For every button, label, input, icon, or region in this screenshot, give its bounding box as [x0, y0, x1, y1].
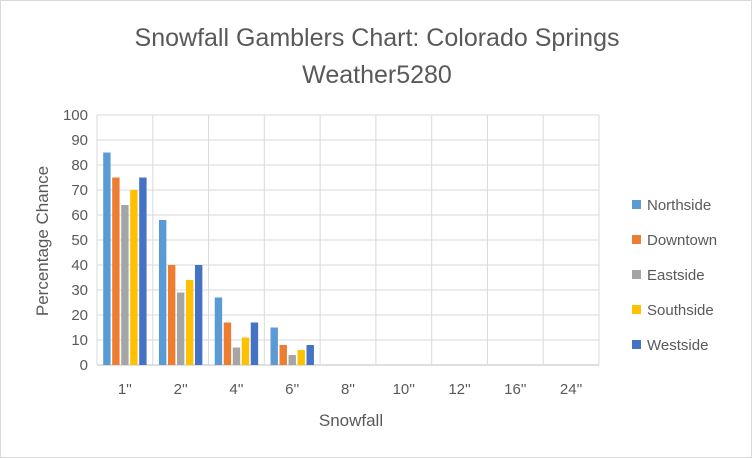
bar-northside: [103, 152, 111, 365]
bar-northside: [214, 297, 223, 365]
y-tick-label: 70: [71, 182, 88, 199]
x-tick-label: 8'': [341, 381, 355, 398]
bar-eastside: [288, 355, 296, 365]
y-tick-label: 90: [71, 132, 88, 149]
legend-swatch-westside: [632, 340, 641, 349]
legend-swatch-southside: [632, 305, 641, 314]
x-axis-ticks: 1'' 2'' 4'' 6'' 8'' 10'' 12'' 16'' 24'': [118, 381, 583, 398]
bar-eastside: [176, 292, 185, 365]
y-tick-label: 50: [71, 232, 88, 249]
legend: Northside Downtown Eastside Southside Westsi…: [632, 197, 717, 354]
bar-southside: [130, 190, 138, 365]
gridlines: [96, 114, 600, 366]
x-tick-label: 10'': [393, 381, 416, 398]
legend-label-downtown: Downtown: [647, 232, 717, 249]
bar-northside: [270, 327, 278, 365]
legend-swatch-eastside: [632, 270, 641, 279]
x-tick-label: 12'': [448, 381, 471, 398]
bar-westside: [194, 265, 203, 365]
chart-title: Snowfall Gamblers Chart: Colorado Spring…: [135, 24, 620, 52]
bar-westside: [139, 177, 147, 365]
x-tick-label: 4'': [229, 381, 243, 398]
y-tick-label: 0: [80, 357, 88, 374]
x-tick-label: 2'': [174, 381, 188, 398]
legend-swatch-northside: [632, 200, 641, 209]
x-tick-label: 16'': [504, 381, 527, 398]
x-tick-label: 24'': [560, 381, 583, 398]
y-tick-label: 100: [63, 107, 88, 124]
x-tick-label: 6'': [285, 381, 299, 398]
bar-northside: [158, 220, 167, 365]
bar-southside: [185, 280, 194, 365]
bar-downtown: [223, 322, 232, 365]
y-tick-label: 20: [71, 307, 88, 324]
bar-eastside: [121, 205, 129, 365]
legend-label-eastside: Eastside: [647, 267, 705, 284]
y-tick-label: 30: [71, 282, 88, 299]
bar-downtown: [279, 345, 287, 365]
bar-westside: [250, 322, 259, 365]
bar-downtown: [167, 265, 176, 365]
bar-downtown: [112, 177, 120, 365]
x-tick-label: 1'': [118, 381, 132, 398]
legend-label-southside: Southside: [647, 302, 714, 319]
y-axis-ticks: 0 10 20 30 40 50 60 70 80 90 100: [63, 107, 88, 374]
x-axis-title: Snowfall: [319, 411, 383, 430]
bar-westside: [306, 345, 314, 365]
bar-southside: [241, 337, 250, 365]
y-tick-label: 40: [71, 257, 88, 274]
chart-subtitle: Weather5280: [302, 61, 452, 89]
bars: [103, 152, 314, 365]
bar-eastside: [232, 347, 241, 365]
legend-swatch-downtown: [632, 235, 641, 244]
legend-label-westside: Westside: [647, 337, 708, 354]
y-tick-label: 60: [71, 207, 88, 224]
legend-label-northside: Northside: [647, 197, 711, 214]
bar-southside: [297, 350, 305, 365]
y-axis-title: Percentage Chance: [33, 166, 52, 316]
y-tick-label: 10: [71, 332, 88, 349]
y-tick-label: 80: [71, 157, 88, 174]
